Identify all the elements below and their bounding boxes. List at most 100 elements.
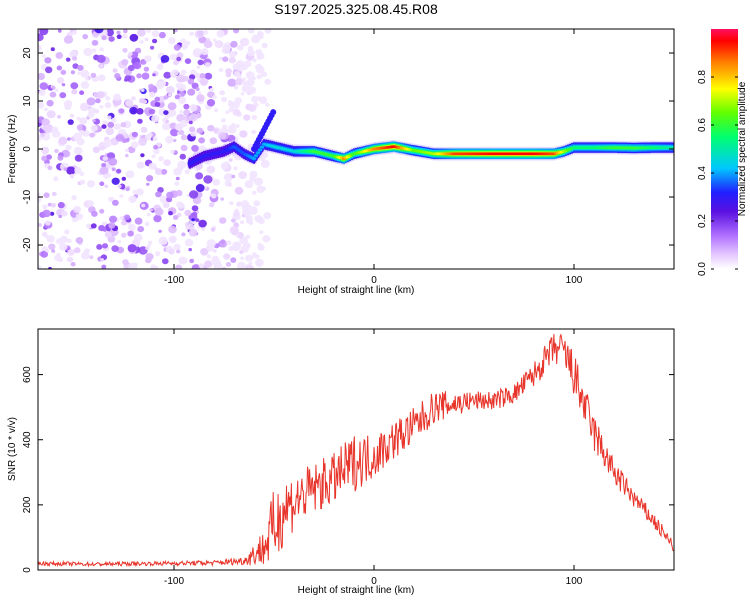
noise-blob	[65, 144, 72, 151]
noise-blob	[41, 231, 48, 237]
noise-blob	[191, 205, 199, 212]
noise-blob	[58, 243, 68, 251]
noise-blob	[121, 59, 129, 66]
noise-blob	[206, 99, 216, 107]
noise-blob	[195, 87, 200, 91]
noise-blob	[137, 226, 145, 233]
noise-blob	[158, 229, 162, 233]
noise-blob	[212, 95, 217, 100]
noise-blob	[104, 231, 113, 238]
noise-blob	[194, 30, 204, 39]
noise-blob	[125, 187, 130, 192]
noise-blob	[168, 235, 177, 244]
noise-blob	[40, 250, 49, 258]
noise-blob	[86, 97, 96, 106]
noise-blob	[184, 42, 189, 46]
noise-blob	[137, 118, 143, 124]
noise-blob	[218, 56, 223, 61]
noise-blob	[228, 183, 232, 187]
noise-blob	[119, 194, 124, 198]
snr-ytick-label: 0	[22, 567, 33, 573]
noise-blob	[213, 249, 217, 253]
noise-blob	[240, 200, 250, 208]
noise-blob	[109, 215, 117, 223]
colorbar-ticks: 0.0 0.2 0.4 0.6 0.8	[697, 70, 738, 276]
noise-blob	[43, 192, 50, 198]
noise-blob	[132, 190, 137, 194]
noise-blob	[102, 228, 107, 232]
snr-series-line	[38, 333, 674, 568]
noise-blob	[251, 129, 257, 135]
noise-blob	[229, 226, 239, 235]
noise-blob	[129, 106, 138, 115]
snr-plot-area	[38, 333, 674, 568]
noise-blob	[152, 38, 158, 44]
noise-blob	[38, 223, 43, 227]
noise-blob	[86, 180, 96, 188]
noise-blob	[58, 214, 62, 219]
noise-blob	[197, 59, 204, 66]
noise-blob	[166, 86, 175, 94]
noise-blob	[86, 223, 92, 229]
noise-blob	[233, 210, 240, 218]
noise-blob	[116, 30, 121, 35]
noise-blob	[235, 124, 240, 128]
noise-blob	[127, 64, 135, 72]
noise-blob	[152, 136, 158, 142]
noise-blob	[168, 248, 175, 255]
noise-blob	[255, 65, 265, 74]
noise-blob	[254, 254, 260, 259]
noise-blob	[118, 108, 125, 114]
noise-blob	[191, 144, 199, 152]
noise-blob	[50, 47, 55, 52]
noise-blob	[46, 154, 52, 160]
noise-blob	[87, 111, 95, 118]
noise-blob	[106, 115, 112, 120]
noise-blob	[146, 212, 151, 217]
noise-blob	[242, 39, 248, 45]
noise-blob	[58, 136, 68, 145]
spectrogram-xtick-label: -100	[164, 275, 184, 286]
noise-blob	[200, 248, 209, 256]
noise-blob	[187, 78, 195, 85]
noise-blob	[99, 104, 104, 109]
noise-blob	[231, 174, 236, 179]
noise-blob	[104, 184, 109, 189]
noise-blob	[158, 31, 166, 39]
noise-blob	[87, 105, 92, 110]
noise-blob	[136, 161, 145, 169]
noise-blob	[145, 253, 154, 261]
noise-blob	[154, 207, 164, 216]
noise-blob	[159, 195, 169, 204]
noise-blob	[46, 235, 55, 243]
noise-blob	[125, 148, 129, 153]
noise-blob	[252, 58, 257, 63]
noise-blob	[137, 29, 146, 37]
noise-blob	[127, 223, 136, 231]
noise-blob	[239, 250, 244, 254]
noise-blob	[105, 29, 114, 37]
noise-blob	[141, 61, 146, 65]
spectrogram-ytick-label: 10	[22, 95, 33, 107]
noise-blob	[131, 96, 136, 101]
noise-blob	[90, 72, 97, 78]
noise-blob	[73, 206, 81, 213]
noise-blob	[204, 72, 213, 80]
noise-blob	[178, 130, 185, 135]
noise-blob	[51, 249, 56, 253]
noise-blob	[97, 74, 106, 82]
noise-blob	[174, 123, 184, 131]
noise-blob	[181, 232, 186, 237]
noise-blob	[207, 124, 215, 132]
noise-blob	[227, 78, 237, 87]
noise-blob	[144, 37, 149, 42]
noise-blob	[233, 166, 238, 171]
noise-blob	[249, 221, 254, 226]
noise-blob	[256, 74, 263, 80]
ridge-cell	[251, 157, 257, 161]
noise-blob	[111, 245, 119, 253]
noise-blob	[230, 257, 237, 263]
noise-blob	[168, 211, 173, 216]
noise-blob	[70, 114, 75, 118]
